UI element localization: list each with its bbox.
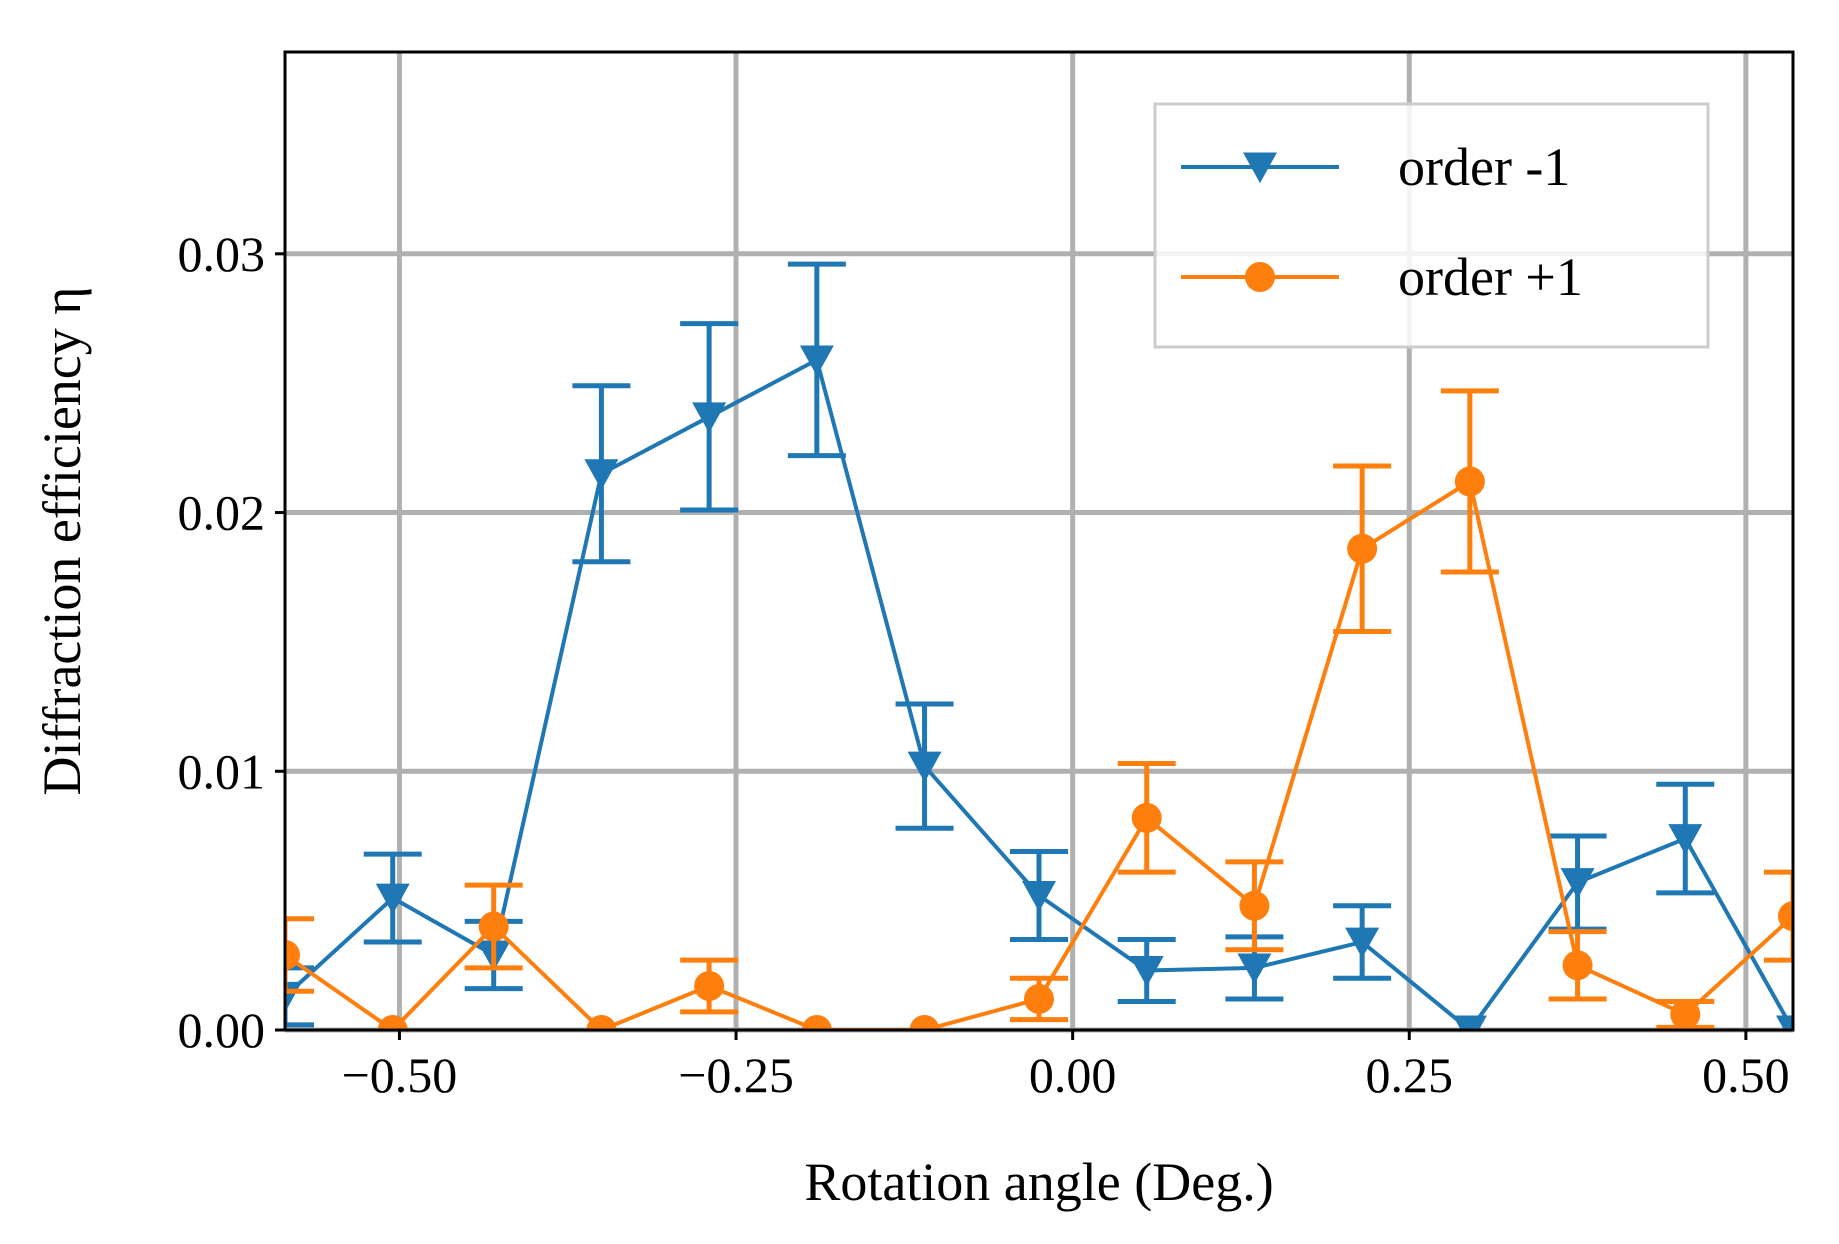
data-point — [1129, 956, 1164, 987]
data-point — [1670, 999, 1701, 1030]
data-point — [907, 751, 942, 783]
x-tick-label: −0.50 — [342, 1047, 458, 1103]
data-point — [1237, 953, 1272, 985]
data-point — [1347, 533, 1378, 564]
data-point — [377, 1015, 408, 1030]
y-tick-label: 0.00 — [178, 1002, 266, 1058]
legend-label: order +1 — [1398, 247, 1583, 307]
data-point — [1131, 802, 1162, 833]
data-point — [1239, 890, 1270, 921]
y-tick-label: 0.02 — [178, 485, 266, 541]
legend-marker — [1243, 152, 1277, 184]
data-point — [1022, 881, 1056, 912]
data-point — [799, 345, 834, 377]
data-point — [909, 1015, 940, 1030]
x-tick-label: −0.25 — [678, 1047, 794, 1103]
data-point — [801, 1015, 832, 1030]
series-line — [285, 479, 1793, 1030]
data-point — [1668, 824, 1703, 855]
x-tick-label: 0.00 — [1029, 1047, 1117, 1103]
data-point — [1024, 983, 1054, 1014]
data-point — [1345, 927, 1380, 959]
series-order-1 — [285, 388, 1793, 1030]
legend-marker — [1245, 262, 1275, 292]
data-point — [1560, 868, 1595, 899]
x-axis-title: Rotation angle (Deg.) — [804, 1152, 1273, 1212]
legend-item: order +1 — [1181, 247, 1583, 307]
legend: order -1 order +1 — [1153, 102, 1710, 349]
data-point — [584, 459, 619, 490]
data-point — [1454, 466, 1485, 497]
legend-item: order -1 — [1181, 137, 1570, 197]
data-point — [1452, 1015, 1487, 1030]
data-point — [586, 1015, 617, 1030]
x-tick-label: 0.50 — [1702, 1047, 1790, 1103]
data-point — [478, 911, 509, 942]
series-order-1 — [285, 261, 1793, 1030]
plot-area — [285, 261, 1793, 1030]
plot-frame — [283, 50, 1795, 1032]
y-axis-title: Diffraction efficiency η — [32, 286, 92, 795]
y-tick-label: 0.01 — [178, 743, 266, 799]
data-point — [1562, 950, 1593, 981]
data-point — [285, 939, 300, 970]
data-point — [1776, 1015, 1793, 1030]
data-point — [375, 883, 410, 915]
data-point — [1778, 901, 1793, 932]
x-tick-label: 0.25 — [1366, 1047, 1454, 1103]
legend-frame — [1153, 102, 1710, 349]
axis-ticks: −0.50 −0.25 0.00 0.25 0.50 0.00 0.01 0.02 0.03 — [178, 226, 1790, 1103]
data-point — [694, 971, 725, 1002]
data-point — [692, 402, 727, 433]
legend-label: order -1 — [1398, 137, 1570, 197]
y-tick-label: 0.03 — [178, 226, 266, 282]
